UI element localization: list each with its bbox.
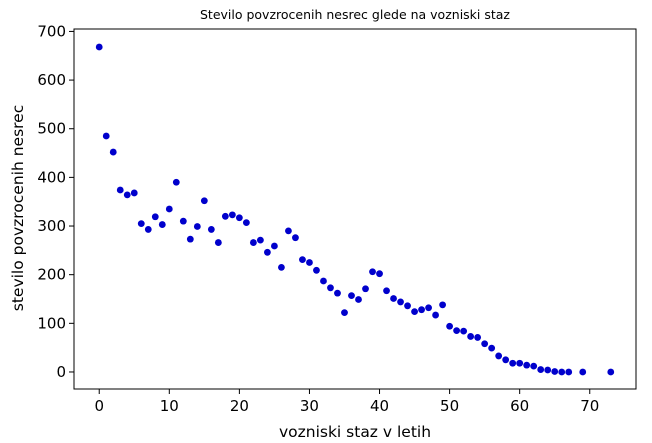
data-point: [102, 132, 110, 140]
x-tick-label: 40: [370, 397, 389, 415]
data-point: [242, 219, 250, 227]
data-point: [383, 287, 390, 295]
data-point: [334, 289, 341, 297]
data-point: [313, 266, 320, 274]
data-point: [116, 186, 124, 194]
x-axis-title: vozniski staz v letih: [279, 423, 431, 441]
x-tick-label: 0: [94, 397, 104, 415]
data-point: [495, 352, 503, 360]
data-point: [502, 356, 510, 364]
x-tick-label: 30: [300, 397, 319, 415]
data-point: [397, 298, 404, 306]
chart-title: Stevilo povzrocenih nesrec glede na vozn…: [200, 7, 510, 22]
data-point: [327, 284, 334, 292]
data-point: [551, 368, 559, 375]
data-point: [425, 304, 432, 312]
data-point: [292, 234, 299, 242]
data-point: [130, 189, 138, 197]
x-tick-label: 60: [510, 397, 529, 415]
data-point: [264, 248, 271, 256]
data-point: [565, 368, 573, 376]
data-point: [530, 362, 538, 370]
data-point: [158, 221, 166, 228]
data-point: [523, 361, 531, 369]
y-tick-label: 700: [37, 22, 66, 40]
data-point: [221, 212, 229, 220]
data-point: [432, 311, 439, 319]
data-point: [193, 223, 201, 230]
data-point: [271, 242, 278, 250]
data-point: [516, 359, 524, 367]
x-tick-label: 10: [160, 397, 179, 415]
data-point: [509, 359, 517, 367]
data-point: [144, 226, 152, 233]
data-point: [411, 308, 418, 316]
data-point: [299, 256, 306, 263]
data-point: [453, 327, 461, 335]
data-point: [537, 366, 545, 373]
x-tick-label: 20: [230, 397, 249, 415]
data-point: [123, 191, 131, 199]
data-point: [165, 205, 173, 213]
data-point: [256, 236, 264, 244]
data-point: [172, 178, 180, 186]
data-point: [418, 306, 425, 314]
data-point: [249, 239, 257, 246]
y-tick-label: 400: [37, 168, 66, 186]
data-point: [306, 259, 313, 266]
y-tick-label: 600: [37, 71, 66, 89]
data-point: [179, 217, 187, 225]
data-point: [137, 220, 145, 227]
data-point: [186, 235, 194, 243]
plot-frame: [73, 28, 637, 390]
data-point: [348, 292, 355, 299]
data-point: [355, 296, 362, 303]
data-point: [558, 368, 566, 376]
data-point: [200, 197, 208, 205]
data-point: [439, 301, 446, 309]
data-point: [320, 277, 327, 285]
data-point: [362, 285, 369, 293]
y-tick-label: 500: [37, 120, 66, 138]
data-point: [235, 214, 243, 222]
data-point: [460, 327, 468, 335]
data-point: [207, 226, 215, 233]
data-point: [474, 334, 482, 341]
data-point: [390, 295, 397, 302]
data-point: [544, 366, 552, 374]
data-point: [376, 270, 383, 278]
x-tick-label: 70: [580, 397, 599, 415]
data-point: [446, 322, 454, 330]
data-point: [341, 309, 348, 317]
data-point: [579, 368, 587, 376]
data-point: [214, 239, 222, 246]
data-point: [369, 268, 376, 276]
y-tick-label: 200: [37, 266, 66, 284]
data-point: [488, 344, 496, 352]
data-point: [285, 227, 292, 235]
data-point: [607, 368, 615, 376]
y-tick-label: 100: [37, 314, 66, 332]
data-point: [151, 213, 159, 221]
y-tick-label: 300: [37, 217, 66, 235]
data-point: [278, 263, 285, 271]
data-point: [467, 333, 475, 340]
x-tick-label: 50: [440, 397, 459, 415]
data-point: [481, 340, 489, 348]
y-axis-title: stevilo povzrocenih nesrec: [9, 105, 27, 312]
data-point: [95, 43, 103, 51]
data-point: [228, 211, 236, 219]
data-point: [404, 302, 411, 310]
data-point: [109, 148, 117, 156]
y-tick-label: 0: [56, 363, 66, 381]
